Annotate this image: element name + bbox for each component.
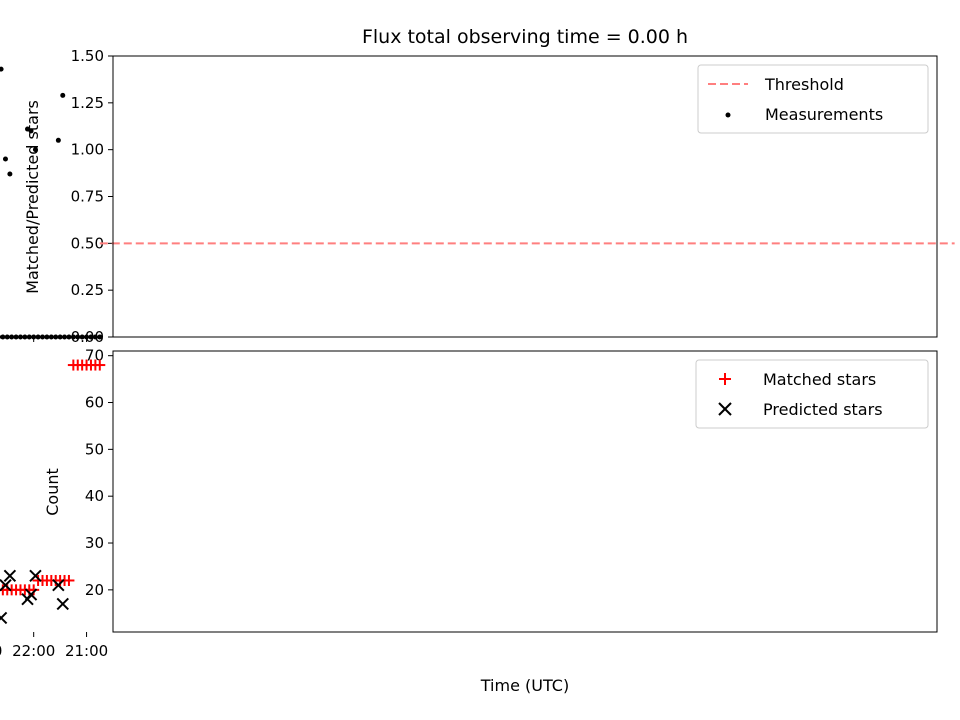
top-y-tick-label: 0.50 [71, 234, 104, 252]
measurement-point [39, 334, 45, 340]
bottom-legend: Matched stars Predicted stars [695, 359, 929, 429]
matched-stars-points [0, 359, 106, 596]
measurement-point [57, 334, 63, 340]
measurement-point [25, 126, 31, 132]
measurement-point [7, 171, 13, 177]
measurement-point [55, 137, 61, 143]
bottom-y-tick-label: 60 [85, 394, 104, 412]
measurement-point [13, 334, 19, 340]
top-y-tick-label: 0.25 [71, 281, 104, 299]
measurement-point [35, 334, 41, 340]
measurement-point [22, 334, 28, 340]
measurement-point [53, 334, 59, 340]
measurement-point [4, 334, 10, 340]
bottom-legend-box [695, 359, 929, 429]
measurement-point [70, 334, 76, 340]
legend-matched-label: Matched stars [763, 370, 876, 389]
bottom-y-tick-label: 30 [85, 534, 104, 552]
measurement-point [9, 334, 15, 340]
measurement-point [75, 334, 81, 340]
predicted-stars-points [0, 569, 69, 625]
legend-predicted-label: Predicted stars [763, 400, 883, 419]
top-panel: 0.000.250.500.751.001.251.50 Matched/Pre… [0, 47, 955, 346]
measurement-point [84, 334, 90, 340]
bottom-y-axis-label: Count [43, 468, 62, 516]
measurement-point [26, 334, 32, 340]
top-y-tick-label: 1.50 [71, 47, 104, 65]
x-axis-label: Time (UTC) [480, 676, 569, 695]
top-axes-frame [112, 55, 938, 338]
measurement-point [92, 334, 98, 340]
matched-star-point [32, 574, 44, 586]
measurement-point [60, 92, 66, 98]
measurement-point [17, 334, 23, 340]
top-y-axis-label: Matched/Predicted stars [23, 100, 42, 294]
measurement-point [2, 156, 8, 162]
measurement-point [48, 334, 54, 340]
bottom-y-tick-label: 50 [85, 440, 104, 458]
measurement-point [62, 334, 68, 340]
legend-measurements-swatch [725, 112, 731, 118]
measurement-point [88, 334, 94, 340]
measurement-point [31, 334, 37, 340]
measurement-point [0, 66, 4, 72]
measurement-point [44, 334, 50, 340]
x-tick-label: 21:00 [65, 642, 108, 660]
predicted-star-point [52, 578, 65, 592]
legend-predicted-swatch [718, 402, 732, 416]
top-y-tick-label: 0.75 [71, 188, 104, 206]
predicted-star-point [0, 578, 12, 592]
measurement-point [0, 334, 6, 340]
x-tick-label: 23:00 [0, 642, 2, 660]
measurement-point [79, 334, 85, 340]
measurement-points [0, 66, 103, 340]
measurement-point [0, 335, 1, 339]
measurement-point [97, 334, 103, 340]
predicted-star-point [0, 611, 8, 625]
measurement-point [32, 147, 38, 153]
top-legend: Threshold Measurements [697, 64, 929, 134]
bottom-y-tick-label: 40 [85, 487, 104, 505]
measurement-point [66, 334, 72, 340]
top-legend-box [697, 64, 929, 134]
chart-title: Flux total observing time = 0.00 h [362, 26, 688, 48]
bottom-y-tick-label: 20 [85, 581, 104, 599]
matched-star-point [67, 359, 79, 371]
predicted-star-point [3, 569, 17, 583]
predicted-star-point [56, 597, 69, 611]
predicted-star-point [29, 569, 42, 583]
x-tick-label: 22:00 [12, 642, 55, 660]
legend-matched-swatch [719, 373, 731, 385]
predicted-star-point [21, 593, 34, 606]
top-y-ticks: 0.000.250.500.751.001.251.50 [71, 47, 113, 346]
legend-threshold-label: Threshold [764, 75, 844, 94]
top-y-tick-label: 1.00 [71, 141, 104, 159]
top-y-tick-label: 1.25 [71, 94, 104, 112]
legend-measurements-label: Measurements [765, 105, 883, 124]
bottom-axes-frame [112, 350, 938, 633]
